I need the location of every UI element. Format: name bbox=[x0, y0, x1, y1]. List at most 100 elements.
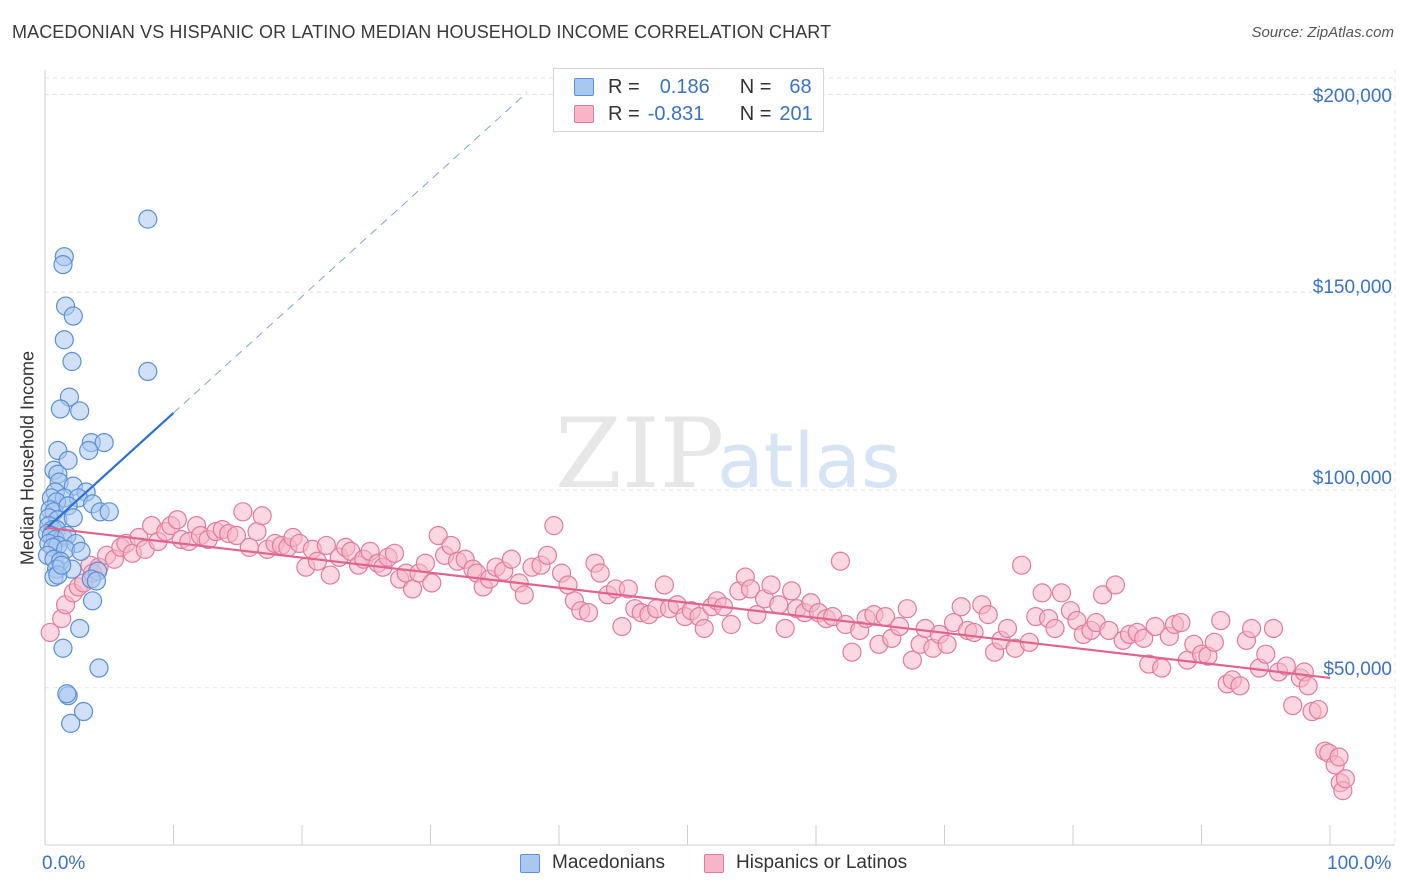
hispanic-point bbox=[978, 605, 998, 625]
macedonian-trend-line bbox=[44, 412, 175, 531]
legend-item-macedonians[interactable]: Macedonians bbox=[520, 852, 665, 874]
hispanic-point bbox=[316, 535, 337, 556]
hispanic-point bbox=[501, 549, 522, 569]
chart-source: Source: ZipAtlas.com bbox=[1251, 24, 1394, 41]
hispanic-point bbox=[1230, 676, 1250, 696]
hispanic-point bbox=[997, 618, 1018, 639]
legend: Macedonians Hispanics or Latinos bbox=[0, 852, 1406, 876]
hispanic-point bbox=[1105, 575, 1126, 595]
hispanic-point bbox=[740, 579, 761, 599]
macedonian-point bbox=[61, 713, 81, 733]
hispanic-point bbox=[544, 516, 564, 536]
hispanic-point bbox=[384, 543, 405, 563]
hispanic-point bbox=[1283, 695, 1303, 716]
hispanic-point bbox=[654, 575, 674, 595]
macedonian-point bbox=[53, 638, 73, 658]
macedonian-point bbox=[52, 555, 72, 575]
hispanic-point bbox=[1134, 628, 1154, 648]
hispanic-point bbox=[1145, 616, 1165, 637]
x-tick-label-max: 100.0% bbox=[1327, 853, 1392, 874]
y-tick-label: $100,000 bbox=[1312, 468, 1392, 489]
hispanic-point bbox=[1211, 610, 1231, 631]
macedonian-point bbox=[71, 541, 91, 561]
macedonian-point bbox=[82, 591, 103, 611]
n-label: N = bbox=[739, 102, 772, 125]
macedonian-points bbox=[37, 209, 158, 733]
hispanic-points bbox=[40, 502, 1356, 801]
hispanic-point bbox=[775, 618, 795, 639]
hispanic-point bbox=[239, 537, 259, 557]
hispanic-point bbox=[1092, 585, 1113, 605]
hispanic-point bbox=[964, 622, 984, 643]
hispanic-point bbox=[937, 634, 957, 654]
watermark-atlas: atlas bbox=[717, 416, 901, 505]
macedonian-point bbox=[138, 361, 158, 381]
watermark-zip: ZIP bbox=[555, 398, 724, 510]
hispanic-point bbox=[1276, 656, 1296, 676]
hispanic-point bbox=[590, 563, 610, 583]
macedonian-point bbox=[70, 401, 90, 421]
hispanic-point bbox=[951, 597, 971, 617]
hispanic-point bbox=[1032, 583, 1052, 603]
y-tick-label: $50,000 bbox=[1323, 659, 1392, 680]
legend-label: Hispanics or Latinos bbox=[736, 852, 908, 873]
legend-item-hispanics[interactable]: Hispanics or Latinos bbox=[704, 852, 907, 874]
legend-pink-swatch bbox=[704, 853, 724, 873]
y-axis-label: Median Household Income bbox=[17, 350, 38, 566]
hispanic-point bbox=[1256, 644, 1276, 664]
r-value: -0.831 bbox=[647, 102, 705, 125]
macedonian-point bbox=[73, 701, 94, 722]
macedonian-point bbox=[54, 330, 74, 350]
r-value: 0.186 bbox=[659, 75, 710, 98]
x-tick-label-min: 0.0% bbox=[42, 853, 86, 874]
n-value: 68 bbox=[789, 75, 812, 98]
hispanic-point bbox=[1329, 747, 1349, 767]
hispanic-point bbox=[1051, 583, 1072, 603]
chart-title: MACEDONIAN VS HISPANIC OR LATINO MEDIAN … bbox=[12, 22, 832, 42]
macedonian-point bbox=[63, 306, 83, 326]
hispanic-point bbox=[694, 618, 714, 639]
legend-blue-swatch bbox=[520, 853, 540, 873]
hispanic-point bbox=[537, 545, 558, 565]
watermark: ZIP atlas bbox=[555, 398, 901, 510]
hispanic-point bbox=[167, 510, 187, 530]
y-tick-label: $200,000 bbox=[1312, 86, 1392, 107]
hispanic-point bbox=[612, 616, 632, 637]
macedonian-point bbox=[62, 351, 82, 372]
hispanic-point bbox=[1335, 769, 1356, 789]
hispanic-point bbox=[830, 551, 851, 571]
y-tick-label: $150,000 bbox=[1312, 277, 1392, 298]
hispanic-point bbox=[842, 642, 862, 662]
hispanic-point bbox=[902, 650, 922, 670]
hispanic-point bbox=[747, 605, 767, 625]
hispanic-point bbox=[1263, 618, 1284, 639]
hispanic-point bbox=[1171, 612, 1191, 633]
hispanic-point bbox=[1298, 676, 1318, 696]
hispanic-point bbox=[1152, 658, 1172, 678]
n-value: 201 bbox=[779, 102, 813, 125]
hispanic-point bbox=[769, 595, 789, 615]
hispanic-point bbox=[1242, 618, 1262, 639]
hispanic-point bbox=[781, 581, 802, 601]
hispanic-point bbox=[1011, 555, 1032, 575]
macedonian-point bbox=[94, 432, 114, 453]
legend-label: Macedonians bbox=[552, 852, 666, 873]
macedonian-point bbox=[50, 399, 71, 419]
hispanic-point bbox=[226, 525, 247, 546]
hispanic-point bbox=[422, 573, 442, 593]
hispanic-point bbox=[1308, 699, 1329, 720]
stats-box: R = 0.186 N = 68 R = -0.831 N = 201 bbox=[553, 68, 824, 132]
hispanic-point bbox=[761, 575, 781, 595]
hispanic-point bbox=[233, 502, 253, 522]
stats-row-macedonians: R = 0.186 N = 68 bbox=[574, 73, 812, 101]
macedonian-point bbox=[138, 209, 158, 229]
macedonian-point bbox=[53, 255, 73, 275]
r-label: R = bbox=[608, 102, 640, 125]
macedonian-point bbox=[70, 618, 90, 639]
axes bbox=[44, 70, 1395, 846]
hispanic-trend-line bbox=[44, 526, 1331, 680]
macedonian-point bbox=[63, 508, 83, 528]
macedonian-point bbox=[89, 658, 109, 678]
hispanic-point bbox=[897, 599, 917, 619]
